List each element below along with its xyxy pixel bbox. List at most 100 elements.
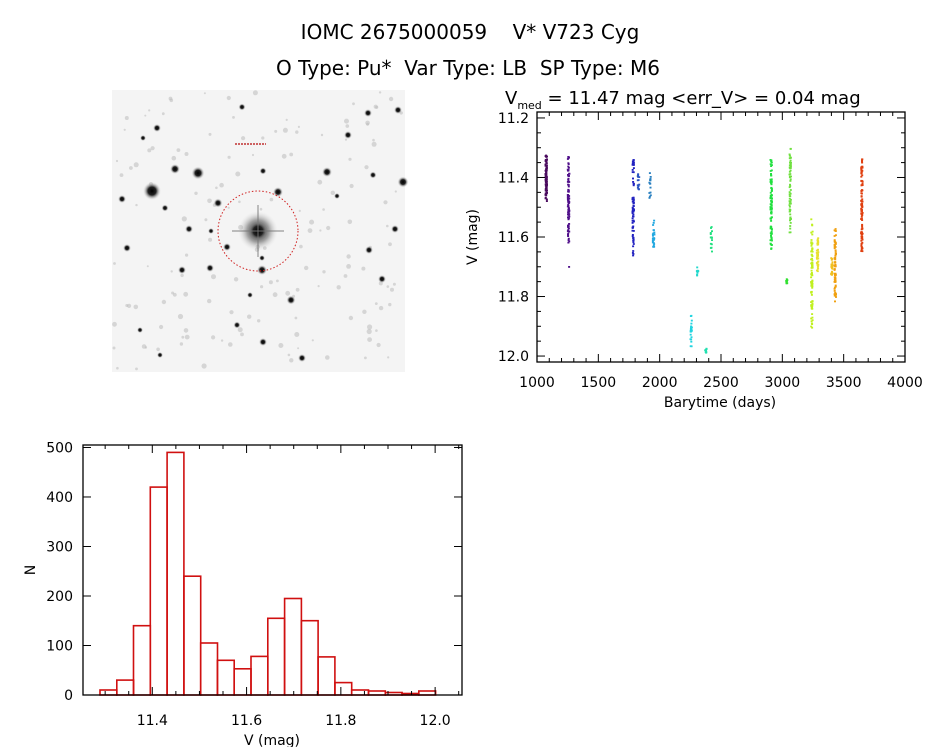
histogram-bar [199, 642, 219, 696]
data-point-series-16 [834, 241, 837, 244]
data-point-series-14 [816, 238, 819, 241]
data-point-series-14 [815, 262, 818, 264]
faint-star [184, 152, 189, 156]
faint-star [215, 186, 218, 190]
data-point-series-12 [788, 205, 791, 208]
data-point-series-10 [770, 247, 773, 250]
data-point-series-16 [834, 249, 837, 252]
histogram-bar [216, 659, 235, 696]
data-point-series-12 [788, 154, 791, 157]
faint-star [345, 124, 350, 128]
star [153, 124, 161, 132]
data-point-series-4 [649, 179, 652, 181]
faint-star [181, 335, 185, 339]
data-point-series-12 [789, 175, 791, 178]
data-point-series-2 [632, 183, 635, 185]
faint-star [240, 332, 244, 337]
data-point-series-10 [770, 178, 773, 181]
data-point-series-17 [860, 190, 863, 193]
faint-star [294, 316, 298, 320]
data-point-series-16 [834, 234, 837, 237]
data-point-series-6 [690, 314, 693, 317]
data-point-series-2 [632, 237, 635, 239]
star [334, 193, 340, 199]
data-point-series-17 [861, 189, 863, 191]
data-point-series-6 [689, 333, 692, 336]
faint-star [235, 171, 241, 177]
data-point-series-13 [811, 284, 814, 286]
data-point-series-17 [860, 184, 863, 186]
data-point-series-13 [811, 257, 813, 260]
data-point-series-0 [545, 194, 548, 197]
data-point-series-12 [788, 191, 791, 193]
data-point-series-10 [769, 170, 772, 172]
data-point-series-5 [653, 245, 656, 248]
faint-star [159, 324, 164, 330]
faint-star [304, 265, 309, 271]
data-point-series-10 [769, 181, 772, 183]
data-point-series-7 [696, 272, 699, 274]
data-point-series-13 [811, 261, 813, 264]
faint-star [204, 218, 208, 222]
data-point-series-10 [770, 236, 773, 238]
data-point-series-5 [652, 244, 655, 247]
data-point-series-16 [833, 269, 836, 271]
data-point-series-16 [833, 240, 836, 243]
data-point-series-2 [632, 250, 635, 252]
data-point-series-1 [567, 166, 570, 169]
data-point-series-12 [788, 186, 791, 189]
data-point-series-13 [811, 323, 814, 325]
faint-star [272, 292, 278, 298]
data-point-series-0 [545, 173, 548, 176]
data-point-series-14 [816, 270, 819, 273]
data-point-series-2 [631, 235, 634, 238]
data-point-series-10 [770, 244, 773, 246]
data-point-series-1 [567, 165, 570, 168]
data-point-series-6 [690, 327, 693, 330]
data-point-series-17 [860, 248, 863, 251]
data-point-series-10 [770, 181, 773, 184]
data-point-series-6 [690, 336, 693, 339]
faint-star [388, 302, 392, 307]
data-point-series-2 [632, 253, 635, 255]
data-point-series-0 [545, 178, 548, 181]
y-tick-label: 400 [46, 490, 73, 506]
data-point-series-17 [861, 161, 864, 164]
data-point-series-0 [546, 192, 548, 194]
faint-star [371, 141, 377, 147]
data-point-series-12 [789, 147, 792, 150]
x-tick-label: 11.6 [231, 713, 262, 729]
data-point-series-2 [632, 177, 634, 180]
data-point-series-10 [769, 217, 772, 220]
faint-star [141, 344, 147, 349]
data-point-series-2 [631, 206, 634, 209]
data-point-series-10 [770, 169, 773, 172]
data-point-series-1 [567, 188, 570, 191]
data-point-series-16 [834, 228, 837, 230]
data-point-series-1 [567, 177, 570, 180]
star [208, 228, 214, 234]
faint-star [168, 96, 173, 101]
faint-star [147, 148, 152, 153]
data-point-series-10 [770, 212, 773, 215]
histogram-bar [317, 656, 336, 696]
faint-star [201, 363, 207, 369]
data-point-series-13 [811, 326, 814, 329]
data-point-series-17 [861, 183, 864, 185]
data-point-series-17 [861, 223, 864, 226]
data-point-series-4 [649, 178, 652, 180]
data-point-series-16 [834, 261, 837, 264]
data-point-series-10 [770, 173, 772, 175]
data-point-series-17 [861, 165, 864, 168]
data-point-series-14 [816, 239, 819, 242]
data-point-series-0 [544, 163, 547, 166]
data-point-series-4 [648, 195, 651, 198]
data-point-series-1 [567, 217, 570, 220]
figure-title: IOMC 2675000059 V* V723 Cyg [301, 20, 640, 44]
data-point-series-15 [831, 273, 833, 276]
x-tick-label: 1500 [581, 375, 617, 391]
data-point-series-12 [789, 183, 791, 186]
data-point-series-6 [690, 319, 693, 322]
data-point-series-1 [567, 206, 570, 209]
data-point-series-2 [631, 198, 634, 201]
